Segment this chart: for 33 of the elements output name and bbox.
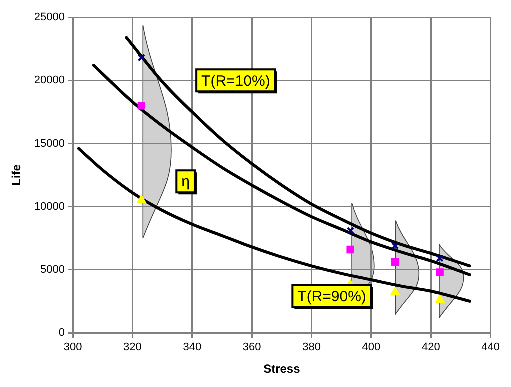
point <box>391 242 400 250</box>
y-tick-label: 15000 <box>34 138 65 150</box>
x-tick-label: 300 <box>64 342 82 354</box>
line-series <box>125 36 472 268</box>
y-tick-label: 10000 <box>34 200 65 213</box>
y-tick-label: 0 <box>58 327 65 340</box>
y-axis-title: Life <box>10 164 24 186</box>
point <box>436 295 445 304</box>
annotation: T(R=10%) <box>202 72 270 90</box>
line-series <box>92 64 472 276</box>
point <box>137 196 146 204</box>
x-tick-label: 340 <box>183 342 202 354</box>
x-tick-label: 320 <box>124 342 142 354</box>
point <box>138 54 146 62</box>
point <box>390 288 400 296</box>
annotation: T(R=90%) <box>298 288 366 306</box>
point <box>346 226 354 235</box>
x-tick-label: 360 <box>242 342 262 354</box>
x-tick-label: 440 <box>482 342 500 354</box>
point <box>436 254 444 262</box>
annotation: η <box>182 174 190 191</box>
x-tick-label: 420 <box>422 342 440 354</box>
point <box>138 102 146 110</box>
x-tick-label: 380 <box>302 342 321 354</box>
y-tick-label: 25000 <box>34 12 65 24</box>
x-axis-title: Stress <box>264 362 301 376</box>
point <box>346 246 354 254</box>
line-series <box>77 147 472 303</box>
x-tick-label: 400 <box>362 342 381 354</box>
point <box>391 258 400 266</box>
y-tick-label: 20000 <box>34 74 65 87</box>
point <box>436 268 444 276</box>
y-tick-label: 5000 <box>40 264 65 276</box>
